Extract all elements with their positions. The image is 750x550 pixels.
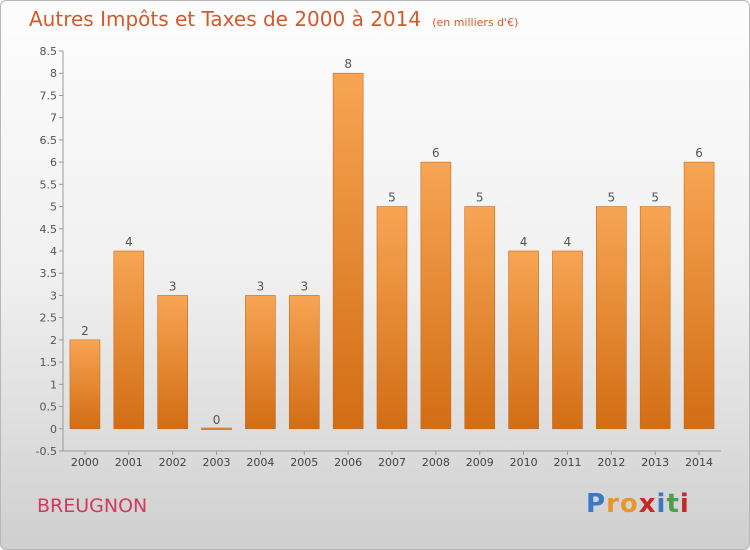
logo-letter: t <box>666 489 680 519</box>
y-tick-label: 2.5 <box>40 312 58 325</box>
data-label: 3 <box>257 279 265 293</box>
y-tick-label: 4 <box>50 245 57 258</box>
x-tick-label: 2009 <box>466 456 494 469</box>
data-label: 4 <box>520 235 528 249</box>
data-label: 5 <box>388 191 396 205</box>
bar <box>69 339 101 430</box>
bar <box>683 161 715 430</box>
axes: -0.5 0 0.5 1 1.5 2 2.5 3 3.5 4 4.5 5 5.5 6 6.5 7 7.5 8 8.5… <box>36 45 721 469</box>
data-label: 8 <box>344 57 352 71</box>
x-tick-label: 2012 <box>597 456 625 469</box>
x-tick-label: 2006 <box>334 456 362 469</box>
chart-subtitle: (en milliers d'€) <box>432 16 519 29</box>
x-tick-label: 2000 <box>71 456 99 469</box>
bar <box>245 295 276 430</box>
x-tick-label: 2011 <box>553 456 581 469</box>
y-tick-label: 3 <box>50 289 57 302</box>
bar <box>113 250 145 430</box>
bar <box>420 161 452 430</box>
data-label: 6 <box>695 146 703 160</box>
y-tick-label: 8 <box>50 67 57 80</box>
x-tick-label: 2003 <box>203 456 231 469</box>
bar <box>464 206 496 430</box>
y-tick-label: 7 <box>50 112 57 125</box>
logo-letter: x <box>638 489 657 519</box>
commune-name: BREUGNON <box>37 495 148 517</box>
bar <box>508 250 539 430</box>
x-tick-label: 2010 <box>510 456 538 469</box>
bar <box>639 206 671 430</box>
x-tick-label: 2013 <box>641 456 669 469</box>
y-tick-label: -0.5 <box>36 445 57 458</box>
x-tick-label: 2007 <box>378 456 406 469</box>
data-label: 5 <box>651 191 659 205</box>
logo-letter: i <box>679 489 690 519</box>
y-tick-label: 7.5 <box>40 89 58 102</box>
logo-letter: r <box>606 489 620 519</box>
logo-letter: o <box>619 489 639 519</box>
chart-title: Autres Impôts et Taxes de 2000 à 2014 <box>29 7 422 31</box>
bar <box>596 206 627 430</box>
data-label: 2 <box>81 324 89 338</box>
proxiti-logo: Proxiti <box>586 489 690 519</box>
bar <box>288 295 320 430</box>
y-tick-label: 5.5 <box>40 178 58 191</box>
data-label: 3 <box>169 279 177 293</box>
data-labels: 2 4 3 0 3 3 8 5 6 5 4 4 5 5 6 <box>81 57 703 427</box>
data-label: 0 <box>213 413 221 427</box>
y-tick-label: 2 <box>50 334 57 347</box>
data-label: 5 <box>476 191 484 205</box>
y-tick-label: 1 <box>50 378 57 391</box>
data-label: 3 <box>300 279 308 293</box>
y-tick-label: 0 <box>50 423 57 436</box>
bar <box>332 72 364 430</box>
bars <box>69 72 715 430</box>
bar <box>157 295 188 430</box>
y-tick-label: 8.5 <box>40 45 58 58</box>
y-tick-label: 6 <box>50 156 57 169</box>
y-tick-label: 5 <box>50 201 57 214</box>
y-tick-label: 3.5 <box>40 267 58 280</box>
bar <box>552 250 583 430</box>
x-tick-label: 2005 <box>290 456 318 469</box>
y-tick-label: 0.5 <box>40 401 58 414</box>
x-tick-label: 2002 <box>159 456 187 469</box>
x-tick-label: 2001 <box>115 456 143 469</box>
data-label: 4 <box>564 235 572 249</box>
y-tick-label: 1.5 <box>40 356 58 369</box>
data-label: 4 <box>125 235 133 249</box>
title-row: Autres Impôts et Taxes de 2000 à 2014 (e… <box>29 7 518 31</box>
x-tick-label: 2004 <box>246 456 274 469</box>
y-tick-label: 4.5 <box>40 223 58 236</box>
logo-letter: i <box>656 489 667 519</box>
bar <box>201 427 232 430</box>
bar <box>376 206 408 430</box>
x-tick-label: 2014 <box>685 456 713 469</box>
y-tick-label: 6.5 <box>40 134 58 147</box>
x-tick-label: 2008 <box>422 456 450 469</box>
data-label: 5 <box>608 191 616 205</box>
logo-letter: P <box>586 489 607 519</box>
data-label: 6 <box>432 146 440 160</box>
